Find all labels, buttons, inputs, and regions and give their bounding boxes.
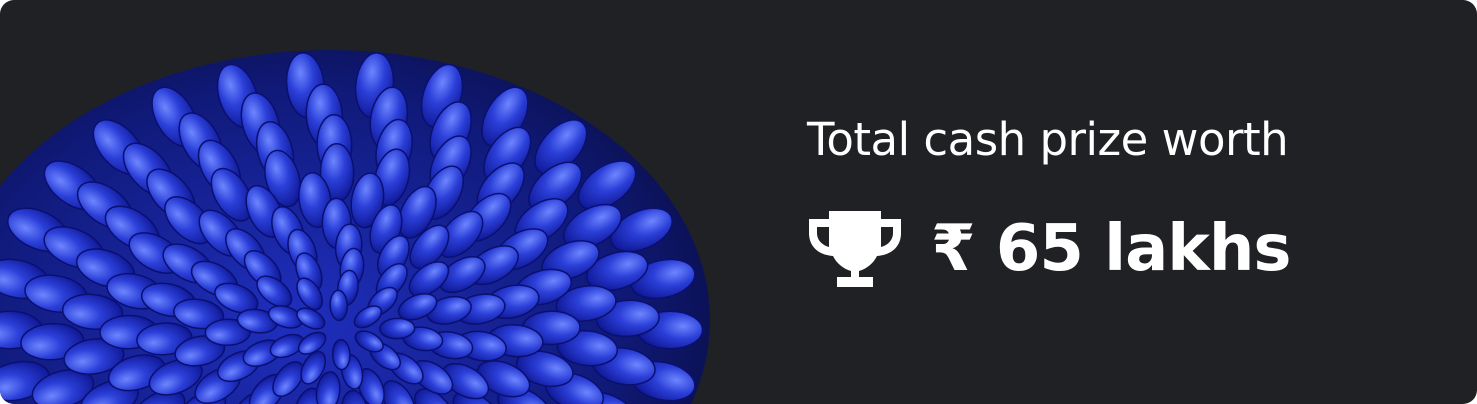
flower-petal <box>381 380 416 404</box>
flower-petal <box>350 172 385 229</box>
flower-petal <box>331 338 351 371</box>
prize-amount: ₹ 65 lakhs <box>931 212 1291 286</box>
flower-petal <box>409 224 450 270</box>
flower-petal <box>315 371 341 404</box>
flower-petal <box>408 261 450 297</box>
flower-petal <box>340 389 369 404</box>
flower-petal <box>300 350 327 385</box>
flower-petal <box>577 160 637 211</box>
trophy-icon <box>809 211 901 287</box>
flower-petal <box>297 331 327 355</box>
prize-info: Total cash prize worth ₹ 65 lakhs <box>807 112 1447 302</box>
flower-petal <box>585 250 649 291</box>
flower-petal <box>353 305 383 329</box>
flower-petal <box>515 350 574 388</box>
flower-petal <box>293 387 323 404</box>
flower-petal <box>354 330 384 353</box>
flower-petal <box>534 119 588 176</box>
flower-petal <box>378 317 416 340</box>
prize-row: ₹ 65 lakhs <box>807 208 1291 290</box>
flower-petal <box>562 203 623 249</box>
flower-petal <box>63 338 125 375</box>
flower-petal <box>174 335 226 367</box>
flower-petal <box>357 368 385 404</box>
flower-petal <box>173 298 225 330</box>
flower-petal <box>452 390 502 404</box>
flower-petal <box>397 293 438 321</box>
prize-caption: Total cash prize worth <box>807 113 1289 166</box>
flower-petal <box>210 167 254 222</box>
flower-petal <box>296 307 326 330</box>
flower-petal <box>329 289 349 322</box>
flower-petal <box>426 295 472 325</box>
flower-petal <box>256 275 293 308</box>
flower-petal <box>214 282 259 314</box>
blue-flower-image <box>0 50 710 404</box>
flower-petal <box>296 277 323 311</box>
flower-petal <box>555 285 617 322</box>
flower-petal <box>264 149 302 208</box>
flower-petal <box>148 358 203 396</box>
flower-petal <box>476 360 531 398</box>
flower-petal <box>31 369 95 404</box>
flower-petal <box>438 255 486 294</box>
flower-petal <box>610 207 673 253</box>
flower-petal <box>272 360 305 398</box>
flower-petal <box>413 388 455 404</box>
flower-petal <box>131 389 186 404</box>
